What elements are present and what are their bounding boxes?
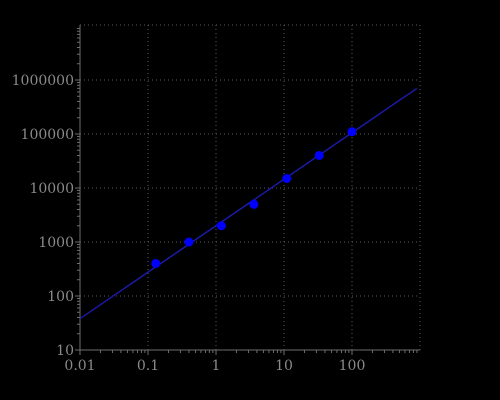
y-tick-label: 1000000 bbox=[12, 73, 74, 89]
data-point bbox=[347, 127, 357, 137]
data-point bbox=[184, 237, 194, 247]
y-tick-label: 100 bbox=[47, 289, 74, 305]
data-point bbox=[216, 221, 226, 231]
x-tick-label: 1 bbox=[212, 358, 221, 374]
tick-labels: 0.01 0.1 1 10 100 10 100 1000 10000 100000 1000000 bbox=[12, 73, 366, 374]
data-point bbox=[314, 150, 324, 160]
fit-line bbox=[79, 87, 418, 320]
data-point bbox=[249, 199, 259, 209]
x-tick-label: 100 bbox=[339, 358, 366, 374]
x-tick-label: 0.01 bbox=[64, 358, 95, 374]
y-tick-label: 1000 bbox=[38, 235, 74, 251]
data-point bbox=[282, 173, 292, 183]
y-tick-label: 100000 bbox=[21, 127, 74, 143]
axes bbox=[75, 25, 420, 355]
x-tick-label: 10 bbox=[275, 358, 293, 374]
data-series bbox=[79, 87, 418, 320]
grid-lines bbox=[80, 24, 421, 350]
y-tick-label: 10 bbox=[56, 343, 74, 359]
data-point bbox=[151, 258, 161, 268]
x-tick-label: 0.1 bbox=[137, 358, 159, 374]
y-tick-label: 10000 bbox=[29, 181, 74, 197]
